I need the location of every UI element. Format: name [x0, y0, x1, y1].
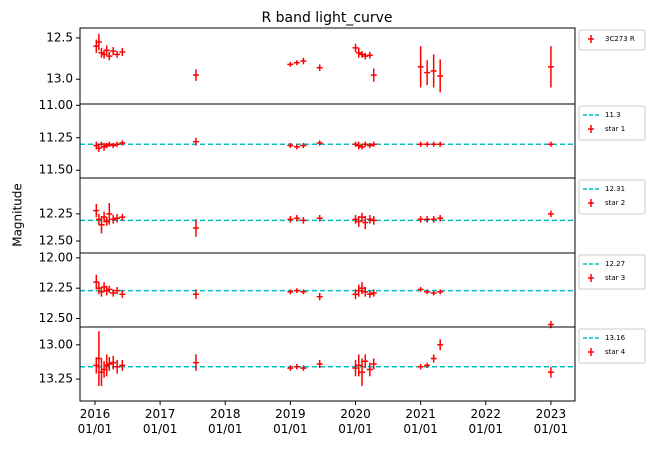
legend-label: 3C273 R: [605, 35, 635, 43]
y-tick-label: 12.50: [39, 234, 73, 248]
chart-title: R band light_curve: [261, 10, 392, 26]
panel-frame: [79, 103, 576, 179]
panel-frame: [79, 326, 576, 402]
x-tick-label: 2023 01/01: [533, 407, 569, 436]
x-tick-label: 2019 01/01: [273, 407, 308, 436]
legend-label: star 4: [605, 348, 626, 356]
legend-label: star 2: [605, 199, 625, 207]
y-tick-label: 13.25: [39, 372, 73, 386]
y-tick-label: 12.5: [46, 30, 73, 44]
y-tick-label: 13.00: [39, 337, 73, 351]
y-axis-label: Magnitude: [11, 183, 25, 247]
x-tick-label: 2020 01/01: [338, 407, 373, 436]
panel-frame: [79, 177, 576, 254]
legend-label: 11.3: [605, 111, 621, 119]
y-tick-label: 13.0: [46, 72, 73, 86]
x-tick-label: 2017 01/01: [142, 407, 178, 436]
x-tick-label: 2021 01/01: [403, 407, 438, 436]
legend-label: 12.31: [605, 185, 625, 193]
panel-frame: [79, 27, 576, 105]
legend-label: 12.27: [605, 260, 625, 268]
y-tick-label: 12.25: [39, 281, 73, 295]
x-tick-label: 2018 01/01: [207, 407, 243, 436]
y-tick-label: 12.50: [39, 311, 73, 325]
legend: [578, 29, 646, 51]
y-tick-label: 12.00: [39, 250, 73, 264]
y-tick-label: 11.50: [39, 163, 73, 177]
y-tick-label: 11.00: [39, 98, 73, 112]
y-tick-label: 12.25: [39, 206, 73, 220]
legend-label: 13.16: [605, 334, 626, 342]
x-tick-label: 2016 01/01: [77, 407, 113, 436]
y-tick-label: 11.25: [39, 130, 73, 144]
legend-label: star 1: [605, 125, 625, 133]
legend-label: star 3: [605, 274, 625, 282]
x-tick-label: 2022 01/01: [468, 407, 504, 436]
